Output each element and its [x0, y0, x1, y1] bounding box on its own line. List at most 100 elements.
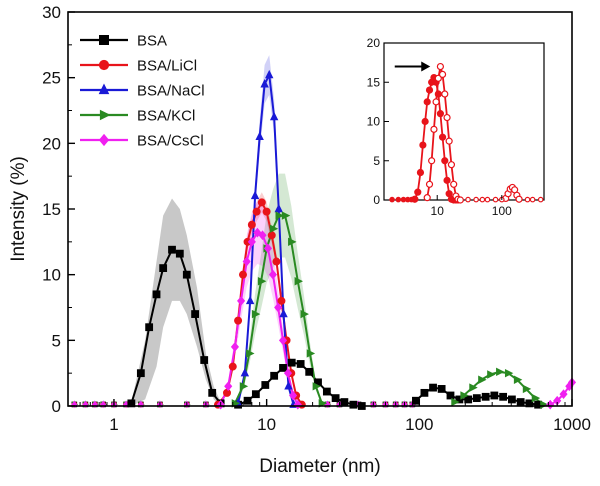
- data-point: [251, 309, 261, 319]
- data-point: [272, 257, 281, 266]
- data-point: [288, 237, 297, 247]
- data-point: [516, 398, 525, 406]
- data-point: [278, 335, 288, 346]
- data-point: [145, 323, 154, 332]
- data-point: [265, 69, 274, 79]
- data-point: [274, 203, 283, 213]
- y-tick-label: 25: [42, 69, 61, 88]
- inset-chart: 0 5 10 15 20 10 100: [367, 36, 545, 218]
- inset-baseline-point: [529, 196, 536, 203]
- inset-open-point: [515, 195, 523, 203]
- legend-label: BSA: [137, 33, 167, 50]
- data-point: [260, 79, 269, 88]
- inset-y-tick-label: 0: [373, 193, 380, 207]
- legend-marker: [99, 35, 109, 45]
- data-point: [208, 388, 217, 397]
- data-point: [412, 396, 420, 405]
- legend-marker: [98, 83, 110, 95]
- data-point: [269, 111, 279, 121]
- y-tick-label: 30: [42, 3, 61, 22]
- data-point: [420, 388, 429, 397]
- y-tick-label: 5: [52, 331, 61, 350]
- data-point: [175, 249, 184, 258]
- legend: BSA BSA/LiCl BSA/NaCl BSA/KCl BSA/CsCl: [80, 33, 205, 150]
- data-point: [274, 302, 283, 313]
- data-point: [191, 310, 200, 318]
- inset-y-tick-label: 10: [367, 115, 381, 129]
- data-point: [513, 375, 523, 384]
- legend-label: BSA/CsCl: [137, 133, 204, 150]
- data-point: [159, 264, 168, 273]
- data-point: [270, 371, 279, 380]
- data-point: [296, 360, 305, 368]
- data-point: [546, 399, 555, 410]
- data-point: [239, 382, 249, 391]
- inset-open-point: [425, 180, 434, 188]
- inset-open-point: [450, 180, 458, 188]
- inset-open-point: [441, 90, 449, 98]
- x-axis-title: Diameter (nm): [259, 456, 380, 477]
- data-point: [504, 368, 514, 378]
- data-point: [478, 375, 487, 384]
- inset-baseline-point: [473, 196, 479, 203]
- inset-filled-point: [441, 157, 449, 165]
- data-point: [246, 349, 255, 358]
- data-point: [281, 211, 291, 220]
- data-point: [234, 316, 243, 325]
- inset-open-point: [428, 157, 436, 165]
- data-point: [451, 397, 460, 407]
- inset-open-point: [430, 125, 438, 133]
- y-tick-label: 0: [52, 397, 61, 416]
- inset-x-tick-label: 100: [492, 204, 512, 218]
- y-axis-title: Intensity (%): [8, 156, 29, 262]
- inset-frame: [383, 42, 545, 201]
- data-point: [293, 399, 302, 410]
- data-point: [228, 362, 237, 371]
- data-point: [247, 220, 256, 229]
- data-point: [481, 392, 490, 401]
- data-point: [247, 236, 256, 247]
- inset-y-tick-label: 20: [367, 36, 381, 50]
- data-point: [238, 270, 247, 279]
- inset-open-point: [445, 137, 453, 145]
- data-point: [429, 383, 437, 392]
- data-point: [312, 382, 322, 391]
- inset-baseline-point: [408, 196, 415, 203]
- inset-open-point: [456, 196, 464, 204]
- data-point: [268, 269, 278, 280]
- y-tick-label: 10: [42, 266, 61, 285]
- legend-marker: [98, 133, 110, 147]
- inset-baseline-point: [395, 196, 402, 203]
- inset-filled-point: [421, 117, 429, 126]
- data-point: [322, 387, 331, 396]
- series-line: [130, 248, 222, 405]
- inset-x-tick-label: 10: [431, 204, 445, 218]
- data-point: [263, 243, 273, 254]
- inset-open-point: [438, 70, 447, 79]
- data-point: [267, 231, 276, 240]
- data-point: [262, 207, 271, 216]
- data-point: [437, 385, 446, 393]
- inset-open-point: [432, 98, 440, 106]
- data-point: [168, 245, 176, 254]
- x-tick-label: 1000: [553, 415, 591, 434]
- inset-open-point: [447, 161, 456, 169]
- data-point: [300, 309, 309, 319]
- data-point: [242, 256, 251, 267]
- x-tick-label: 10: [257, 415, 276, 434]
- data-point: [294, 277, 304, 286]
- legend-marker: [99, 109, 111, 121]
- legend-label: BSA/KCl: [137, 108, 195, 125]
- legend-marker: [98, 59, 110, 71]
- data-point: [340, 398, 349, 406]
- data-point: [464, 395, 473, 404]
- data-point: [275, 211, 284, 220]
- inset-baseline-point: [484, 196, 491, 203]
- data-point: [261, 381, 270, 389]
- data-point: [469, 383, 478, 392]
- x-tick-label: 100: [405, 415, 433, 434]
- data-point: [284, 381, 293, 390]
- data-point: [490, 391, 499, 400]
- x-tick-label: 1: [109, 415, 118, 434]
